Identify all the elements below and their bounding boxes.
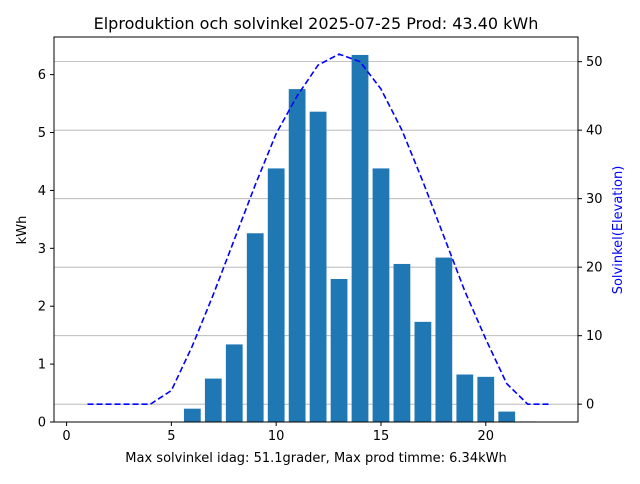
x-tick-label: 15 xyxy=(373,429,390,444)
x-axis: 0 5 10 15 20 xyxy=(62,422,494,444)
y-tick-label: 0 xyxy=(38,416,46,431)
bar xyxy=(309,111,327,423)
y-tick-label: 3 xyxy=(38,242,46,257)
y-tick-label: 4 xyxy=(38,184,46,199)
bar-series xyxy=(183,54,537,423)
y-axis-right: 0 10 20 30 40 50 xyxy=(578,55,603,413)
bar xyxy=(414,321,432,422)
bar xyxy=(477,376,495,422)
elevation-series xyxy=(87,53,549,405)
bar xyxy=(351,54,369,423)
bar xyxy=(393,263,411,422)
bar xyxy=(246,233,264,422)
bar xyxy=(372,168,390,422)
x-tick-label: 0 xyxy=(62,429,70,444)
bar xyxy=(204,378,222,422)
y2-tick-label: 20 xyxy=(586,261,603,276)
bar xyxy=(267,168,285,422)
y-tick-label: 6 xyxy=(38,68,46,83)
x-axis-label: Max solvinkel idag: 51.1grader, Max prod… xyxy=(125,451,506,466)
y-axis-label: kWh xyxy=(15,216,30,245)
y-tick-label: 2 xyxy=(38,300,46,315)
y-tick-label: 1 xyxy=(38,358,46,373)
bar xyxy=(498,411,516,422)
bar xyxy=(288,89,306,423)
bar xyxy=(330,279,348,422)
y-axis-left: 0 1 2 3 4 5 6 xyxy=(38,68,54,431)
y2-axis-label: Solvinkel(Elevation) xyxy=(611,166,626,295)
y2-tick-label: 30 xyxy=(586,192,603,207)
y2-tick-label: 50 xyxy=(586,55,603,70)
x-tick-label: 5 xyxy=(167,429,175,444)
bar xyxy=(183,408,201,422)
elevation-line xyxy=(87,53,549,405)
plot-frame xyxy=(53,36,579,423)
y2-tick-label: 40 xyxy=(586,124,603,139)
y2-tick-label: 10 xyxy=(586,329,603,344)
y-tick-label: 5 xyxy=(38,126,46,141)
bar xyxy=(225,344,243,422)
chart-title: Elproduktion och solvinkel 2025-07-25 Pr… xyxy=(94,14,539,33)
y2-tick-label: 0 xyxy=(586,398,594,413)
x-tick-label: 20 xyxy=(478,429,495,444)
bar xyxy=(435,257,453,422)
bar xyxy=(456,374,474,422)
x-tick-label: 10 xyxy=(268,429,285,444)
